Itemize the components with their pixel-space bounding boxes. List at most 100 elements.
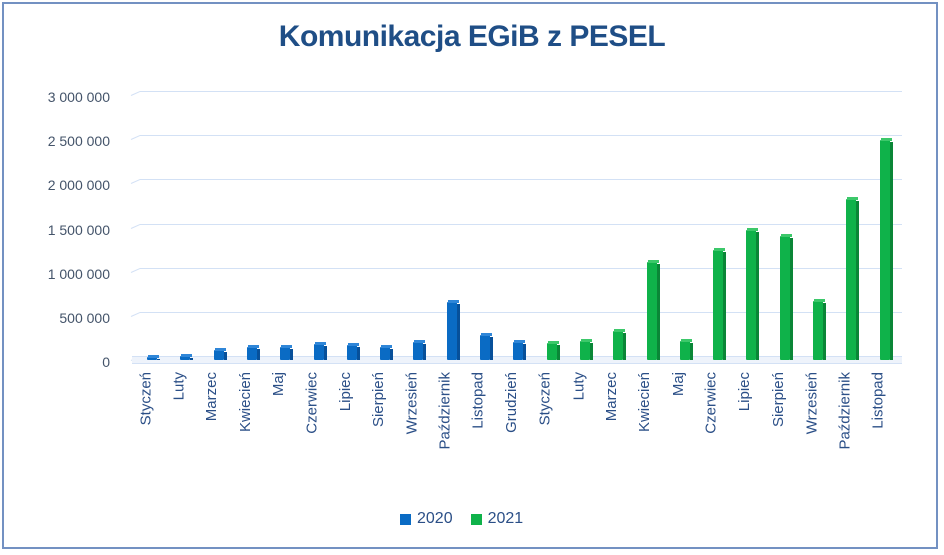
legend-item-2020[interactable]: 2020: [400, 510, 453, 528]
bar-top: [714, 248, 726, 252]
bar-top: [481, 333, 492, 337]
bar-top: [414, 340, 426, 344]
bar-2020-12[interactable]: [513, 340, 527, 360]
bar-top: [847, 197, 859, 201]
bar-2020-8[interactable]: [380, 344, 394, 360]
bar-top: [181, 353, 193, 357]
bar-2020-11[interactable]: [480, 333, 493, 360]
bar-side: [490, 337, 493, 360]
bar-side: [789, 238, 793, 360]
bar-side: [223, 352, 227, 360]
bar-2020-9[interactable]: [413, 340, 427, 360]
bar-top: [314, 342, 326, 346]
bar-side: [456, 303, 460, 360]
legend: 2020 2021: [400, 510, 523, 528]
y-tick-label: 1 000 000: [47, 265, 110, 282]
bar-side: [523, 344, 527, 360]
bar-top: [214, 348, 226, 352]
x-tick-label: Sierpień: [769, 372, 787, 428]
bar-side: [390, 348, 394, 360]
y-tick-label: 2 000 000: [47, 177, 110, 194]
x-tick-label: Lipiec: [736, 372, 754, 412]
bar-2021-9[interactable]: [813, 298, 826, 360]
x-tick-label: Luty: [569, 372, 587, 401]
x-tick-label: Wrzesień: [403, 372, 421, 435]
bar-side: [623, 332, 627, 360]
bar-2021-7[interactable]: [746, 228, 760, 360]
legend-item-2021[interactable]: 2021: [470, 510, 524, 528]
legend-label-2021: 2021: [487, 510, 524, 527]
bar-side: [756, 232, 760, 360]
gridline: [140, 311, 902, 313]
bar-top: [647, 259, 659, 263]
y-tick-label: 1 500 000: [47, 221, 110, 238]
bar-side: [723, 252, 727, 360]
bar-2021-6[interactable]: [713, 248, 727, 360]
y-tick-label: 2 500 000: [47, 133, 110, 150]
x-tick-label: Lipiec: [336, 372, 354, 412]
chart-title: Komunikacja EGiB z PESEL: [278, 20, 666, 53]
bar-side: [689, 342, 693, 360]
bar-side: [589, 343, 593, 360]
x-tick-label: Luty: [170, 372, 188, 401]
gridline: [140, 179, 902, 181]
x-tick-label: Grudzień: [503, 372, 521, 433]
x-tick-label: Sierpień: [370, 372, 388, 428]
bar-top: [680, 338, 692, 342]
bar-2021-11[interactable]: [879, 138, 893, 360]
bar-2021-5[interactable]: [679, 338, 693, 360]
bar-2021-4[interactable]: [646, 259, 660, 360]
x-tick-label: Czerwiec: [703, 372, 721, 434]
bar-side: [656, 263, 660, 360]
bar-2020-10[interactable]: [446, 299, 460, 360]
x-tick-label: Październik: [436, 372, 454, 450]
x-tick-label: Styczeń: [536, 372, 554, 426]
bar-top: [447, 299, 459, 303]
y-tick-label: 500 000: [59, 309, 110, 326]
legend-swatch-2021: [470, 513, 482, 525]
bar-side: [157, 359, 160, 360]
x-tick-label: Marzec: [203, 372, 221, 422]
bar-2020-7[interactable]: [346, 342, 360, 360]
bar-2020-2[interactable]: [180, 353, 194, 360]
bar-top: [614, 328, 626, 332]
y-tick-label: 3 000 000: [47, 89, 110, 105]
x-tick-label: Listopad: [470, 372, 487, 429]
bar-2021-3[interactable]: [613, 328, 627, 360]
x-tick-label: Kwiecień: [236, 372, 254, 433]
legend-swatch-2020: [400, 513, 411, 525]
gridline: [140, 267, 902, 269]
bar-2020-1[interactable]: [147, 355, 160, 360]
bar-side: [823, 302, 826, 360]
x-tick-label: Styczeń: [137, 372, 154, 426]
bar-2020-4[interactable]: [246, 344, 260, 360]
bar-top: [780, 234, 792, 238]
x-tick-label: Maj: [270, 372, 288, 397]
bar-top: [281, 344, 293, 348]
x-tick-label: Październik: [836, 372, 854, 450]
bar-2021-10[interactable]: [846, 197, 860, 360]
gridline: [140, 135, 902, 137]
bar-top: [814, 298, 825, 302]
bar-top: [514, 340, 526, 344]
bar-top: [148, 355, 159, 358]
bar-2020-5[interactable]: [280, 344, 294, 360]
bar-2021-2[interactable]: [579, 339, 593, 360]
bar-top: [381, 344, 393, 348]
bar-2021-1[interactable]: [546, 341, 560, 360]
x-tick-label: Listopad: [869, 372, 887, 429]
bar-2021-8[interactable]: [779, 234, 793, 360]
bar-top: [580, 339, 592, 343]
bar-side: [556, 345, 560, 360]
bar-2020-3[interactable]: [213, 348, 227, 360]
bar-side: [256, 348, 260, 360]
x-tick-label: Wrzesień: [803, 372, 820, 435]
bar-side: [190, 357, 194, 360]
bar-top: [747, 228, 759, 232]
bar-side: [290, 348, 294, 360]
bar-top: [247, 344, 259, 348]
x-tick-label: Czerwiec: [303, 372, 321, 434]
legend-label-2020: 2020: [417, 510, 453, 527]
bar-2020-6[interactable]: [313, 342, 327, 360]
bar-top: [880, 138, 892, 142]
